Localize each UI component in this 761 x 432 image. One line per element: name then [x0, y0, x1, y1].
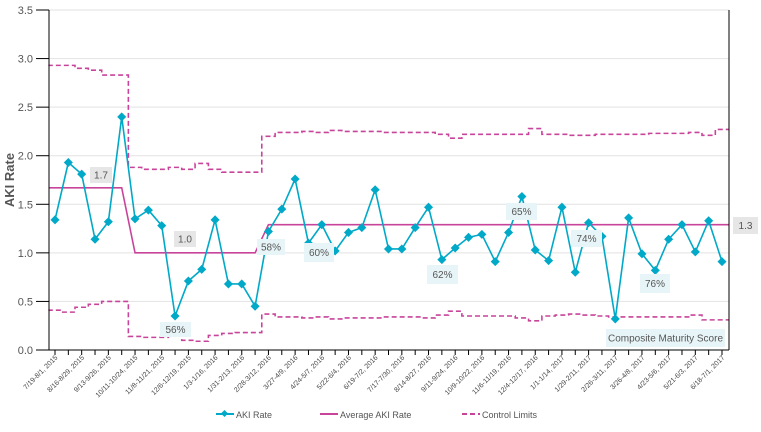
aki-rate-point — [197, 264, 207, 274]
average-aki-rate-line — [49, 186, 729, 254]
upper-control-limit-line — [48, 64, 729, 174]
y-tick-label: 3.0 — [18, 54, 33, 66]
aki-rate-point — [317, 220, 327, 230]
aki-rate-line — [54, 116, 723, 320]
aki-rate-point — [704, 216, 714, 226]
aki-rate-point — [383, 244, 394, 254]
legend-label-aki-rate: AKI Rate — [236, 410, 272, 420]
legend-item-control-limits[interactable]: Control Limits — [462, 410, 538, 420]
aki-rate-point — [183, 276, 193, 286]
y-axis-ticks: 0.0 0.5 1.0 1.5 2.0 2.5 3.0 3.5 — [18, 5, 49, 357]
aki-rate-point — [250, 301, 260, 311]
aki-rate-point — [517, 191, 527, 202]
legend-label-control-limits: Control Limits — [482, 410, 538, 420]
maturity-score-label: 62% — [427, 265, 458, 284]
maturity-score-label-text: 58% — [261, 243, 281, 254]
aki-rate-point — [570, 267, 580, 277]
maturity-score-label-text: 76% — [645, 279, 665, 290]
maturity-score-label: 65% — [506, 203, 537, 220]
aki-rate-point — [584, 218, 594, 228]
maturity-score-label: 58% — [257, 239, 285, 255]
composite-maturity-score-label-text: Composite Maturity Score — [608, 334, 723, 345]
maturity-score-label: 56% — [160, 322, 191, 337]
y-tick-label: 2.0 — [18, 151, 33, 163]
lower-control-limit-line — [48, 300, 729, 343]
aki-rate-point — [423, 202, 434, 212]
aki-rate-point — [77, 169, 87, 179]
aki-rate-point — [63, 157, 73, 168]
average-label: 1.3 — [733, 217, 758, 234]
aki-rate-point — [263, 226, 273, 237]
legend-item-aki-rate[interactable]: AKI Rate — [216, 409, 272, 420]
maturity-score-label-text: 74% — [576, 234, 596, 245]
average-label-text: 1.0 — [178, 235, 192, 246]
aki-rate-point — [290, 174, 300, 184]
y-tick-label: 2.5 — [18, 102, 33, 114]
maturity-score-label: 60% — [304, 243, 334, 262]
average-label-text: 1.7 — [94, 171, 108, 182]
y-tick-label: 0.5 — [18, 296, 33, 308]
maturity-score-label: 74% — [571, 230, 602, 247]
aki-rate-point — [223, 279, 233, 289]
aki-rate-point — [50, 215, 60, 225]
average-label: 1.7 — [90, 167, 112, 183]
aki-rate-point — [90, 234, 100, 244]
aki-rate-point — [610, 314, 620, 324]
aki-rate-point — [170, 311, 180, 321]
aki-rate-point — [690, 247, 700, 257]
aki-rate-point — [410, 223, 420, 233]
aki-rate-point — [210, 215, 220, 225]
aki-rate-point — [504, 227, 514, 237]
y-axis-title: AKI Rate — [2, 153, 17, 207]
aki-rate-point — [370, 185, 380, 195]
composite-maturity-score-label: Composite Maturity Score — [606, 329, 725, 347]
maturity-score-label-text: 56% — [165, 325, 185, 336]
legend-label-average-aki-rate: Average AKI Rate — [340, 410, 411, 420]
gridlines — [49, 9, 729, 302]
legend-item-average-aki-rate[interactable]: Average AKI Rate — [320, 410, 411, 420]
aki-rate-point — [103, 217, 113, 227]
aki-rate-point — [677, 220, 687, 230]
average-label-text: 1.3 — [739, 221, 753, 232]
maturity-score-label: 76% — [640, 274, 670, 293]
aki-rate-point — [117, 112, 127, 122]
y-tick-label: 1.5 — [18, 199, 33, 211]
average-label: 1.0 — [174, 231, 196, 247]
y-tick-label: 0.0 — [18, 345, 33, 357]
maturity-score-label-text: 65% — [511, 207, 531, 218]
maturity-score-label-text: 60% — [309, 248, 329, 259]
aki-rate-point — [490, 257, 500, 267]
aki-rate-point — [397, 244, 407, 254]
y-tick-label: 3.5 — [18, 5, 33, 17]
aki-rate-point — [717, 257, 727, 267]
aki-rate-point — [277, 204, 287, 214]
aki-rate-point — [624, 213, 634, 223]
maturity-score-label-text: 62% — [432, 270, 452, 281]
annotations: 1.7 1.0 1.3 56% 58% 60% 62% 65% 74% 76% Composite … — [90, 167, 758, 347]
legend: AKI Rate Average AKI Rate Control Limits — [216, 409, 538, 420]
aki-rate-point — [237, 279, 247, 289]
aki-rate-point — [477, 229, 487, 239]
aki-rate-point — [130, 214, 140, 224]
y-tick-label: 1.0 — [18, 248, 33, 260]
